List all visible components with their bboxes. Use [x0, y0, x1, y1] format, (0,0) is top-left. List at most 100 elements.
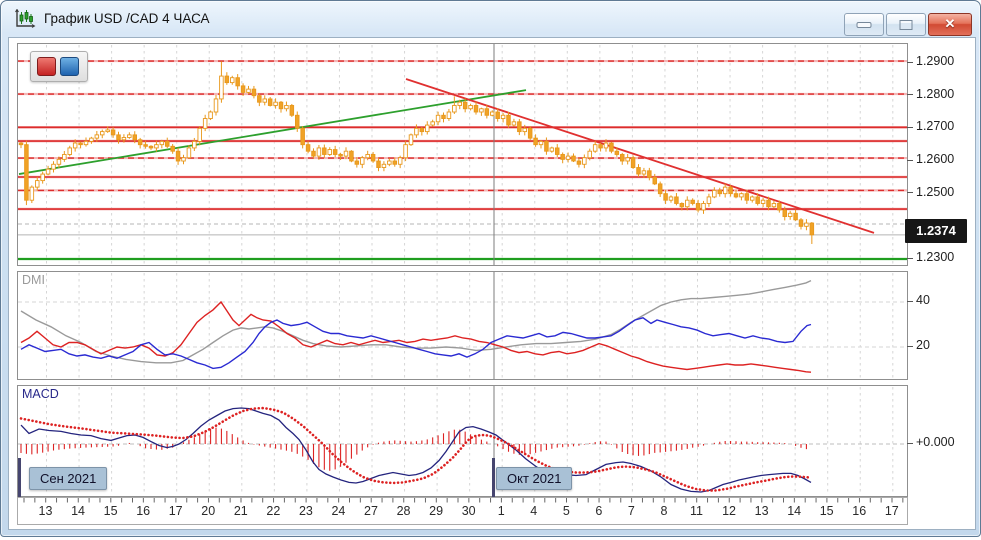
- axis-tick: [907, 159, 913, 161]
- candle: [668, 196, 674, 201]
- candle: [18, 142, 24, 146]
- candle: [246, 88, 251, 93]
- close-button[interactable]: ✕: [928, 13, 972, 36]
- dmi-series-+DI: [20, 300, 812, 373]
- candle: [674, 196, 679, 204]
- candle: [387, 160, 392, 165]
- candle: [349, 150, 354, 162]
- x-axis-label: 30: [461, 504, 476, 518]
- axis-tick: [907, 257, 913, 259]
- candle: [717, 189, 723, 195]
- candle: [782, 209, 788, 217]
- candle: [793, 212, 798, 221]
- candle: [609, 142, 614, 152]
- x-axis-label: 11: [690, 504, 703, 518]
- candle: [468, 105, 473, 110]
- axis-tick: [907, 192, 913, 194]
- candle: [544, 140, 549, 152]
- macd-panel[interactable]: [17, 385, 908, 497]
- candle: [419, 127, 425, 133]
- candle: [549, 147, 555, 152]
- x-axis-label: 27: [364, 504, 378, 518]
- candle: [365, 154, 370, 159]
- x-axis-label: 29: [429, 504, 444, 518]
- candle: [576, 160, 582, 165]
- candle: [257, 95, 262, 103]
- candle: [701, 203, 706, 211]
- candle: [267, 98, 273, 106]
- candle: [197, 127, 203, 142]
- candle: [137, 139, 143, 146]
- blue-marker-button[interactable]: [60, 57, 79, 76]
- candle: [495, 111, 500, 119]
- month-badge-oct: Окт 2021: [496, 467, 573, 490]
- x-axis-label: 6: [595, 504, 603, 518]
- x-axis-label: 1: [497, 504, 505, 518]
- candle: [679, 203, 685, 208]
- candle: [316, 147, 322, 157]
- axis-tick: [907, 94, 913, 96]
- candle: [273, 101, 278, 106]
- candle: [565, 155, 571, 160]
- candle: [127, 134, 132, 138]
- candle: [500, 114, 506, 119]
- candle: [181, 157, 186, 162]
- price-axis-label: 1.2700: [916, 119, 955, 134]
- candle: [771, 203, 777, 208]
- price-chart-panel[interactable]: [17, 43, 908, 266]
- axis-tick: [907, 345, 913, 347]
- candle: [219, 75, 224, 100]
- candle: [100, 131, 105, 136]
- x-axis-label: 14: [787, 504, 802, 518]
- candle: [603, 142, 609, 149]
- minimize-button[interactable]: [844, 13, 884, 36]
- candle: [186, 147, 192, 159]
- candle: [83, 140, 89, 146]
- candle: [29, 186, 35, 201]
- candle: [652, 176, 658, 185]
- candle: [441, 114, 446, 119]
- dmi-panel[interactable]: [17, 271, 908, 380]
- candle: [338, 154, 343, 157]
- candle: [706, 196, 712, 204]
- candle: [614, 150, 620, 155]
- restore-button[interactable]: [886, 13, 926, 36]
- candle: [435, 114, 441, 123]
- x-axis-label: 17: [168, 504, 183, 518]
- title-bar[interactable]: График USD /CAD 4 ЧАСА ✕: [1, 1, 980, 36]
- price-axis-label: 40: [916, 293, 930, 307]
- candle: [804, 222, 809, 227]
- axis-tick: [907, 300, 913, 302]
- x-axis-label: 20: [201, 504, 216, 518]
- red-marker-button[interactable]: [37, 57, 56, 76]
- x-axis-label: 22: [266, 504, 281, 518]
- candle: [582, 157, 587, 165]
- candle: [533, 137, 538, 146]
- candle: [647, 170, 652, 178]
- candle: [695, 203, 701, 211]
- candle: [159, 140, 165, 146]
- candle: [712, 189, 717, 198]
- candle: [392, 160, 398, 165]
- candle: [506, 114, 511, 126]
- candle: [657, 183, 663, 195]
- candle: [332, 149, 338, 155]
- month-separator-sep: [18, 458, 21, 497]
- candle: [571, 155, 576, 162]
- candle: [739, 193, 744, 198]
- candle: [322, 147, 327, 155]
- candle: [78, 142, 83, 146]
- x-axis-label: 14: [71, 504, 85, 518]
- x-axis-label: 21: [233, 504, 248, 518]
- price-axis-label: 1.2500: [916, 184, 955, 199]
- price-axis-label: 1.2900: [916, 54, 955, 68]
- candle: [24, 144, 29, 201]
- candle: [381, 163, 387, 168]
- candle: [148, 145, 154, 149]
- candle: [72, 142, 78, 149]
- candle: [262, 98, 268, 103]
- candle: [45, 168, 51, 175]
- x-axis-label: 4: [530, 504, 538, 518]
- candle: [490, 111, 495, 116]
- x-axis-label: 23: [298, 504, 313, 518]
